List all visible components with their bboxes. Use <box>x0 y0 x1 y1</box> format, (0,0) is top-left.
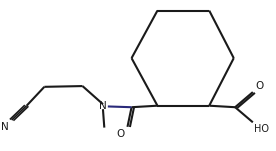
Text: HO: HO <box>254 124 269 134</box>
Text: O: O <box>255 81 263 91</box>
Text: O: O <box>116 129 125 139</box>
Text: N: N <box>99 101 107 111</box>
Text: N: N <box>1 122 9 132</box>
